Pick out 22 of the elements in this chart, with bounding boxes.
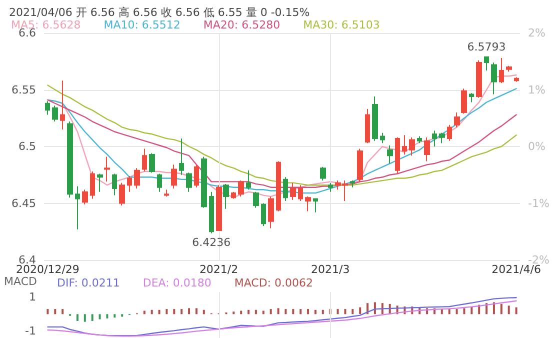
chart-title: MACD [4, 275, 37, 288]
text: MA20: 6.5280 [203, 18, 280, 32]
y-tick-label: 6.45 [12, 196, 36, 210]
text: MA30: 6.5103 [303, 18, 380, 32]
series-label: MACD: 0.0062 [234, 276, 313, 290]
y-tick-label: 6.55 [12, 83, 36, 96]
x-tick-label: 2021/2 [199, 263, 238, 276]
y2-tick-label: 1% [528, 83, 546, 96]
y2-tick-label: 0% [528, 140, 546, 153]
text: DIF: 0.0211 [57, 276, 120, 290]
text: MA10: 6.5512 [104, 18, 180, 32]
chart-title: 2021/04/06 开 6.56 高 6.56 收 6.56 低 6.55 量 0 -0.15% [9, 6, 310, 19]
y-tick-label: 6.5 [18, 140, 36, 153]
y-tick-label: 1 [29, 290, 36, 304]
annotation: 6.4236 [192, 236, 231, 250]
y-tick-label: -1 [25, 324, 36, 338]
y2-tick-label: 2% [528, 26, 546, 40]
x-tick-label: 2021/4/6 [492, 263, 541, 276]
x-tick-label: 2021/3 [310, 263, 350, 276]
text: DEA: 0.0180 [142, 276, 212, 290]
y2-tick-label: -1% [528, 196, 550, 210]
annotation: 6.5793 [467, 40, 506, 54]
